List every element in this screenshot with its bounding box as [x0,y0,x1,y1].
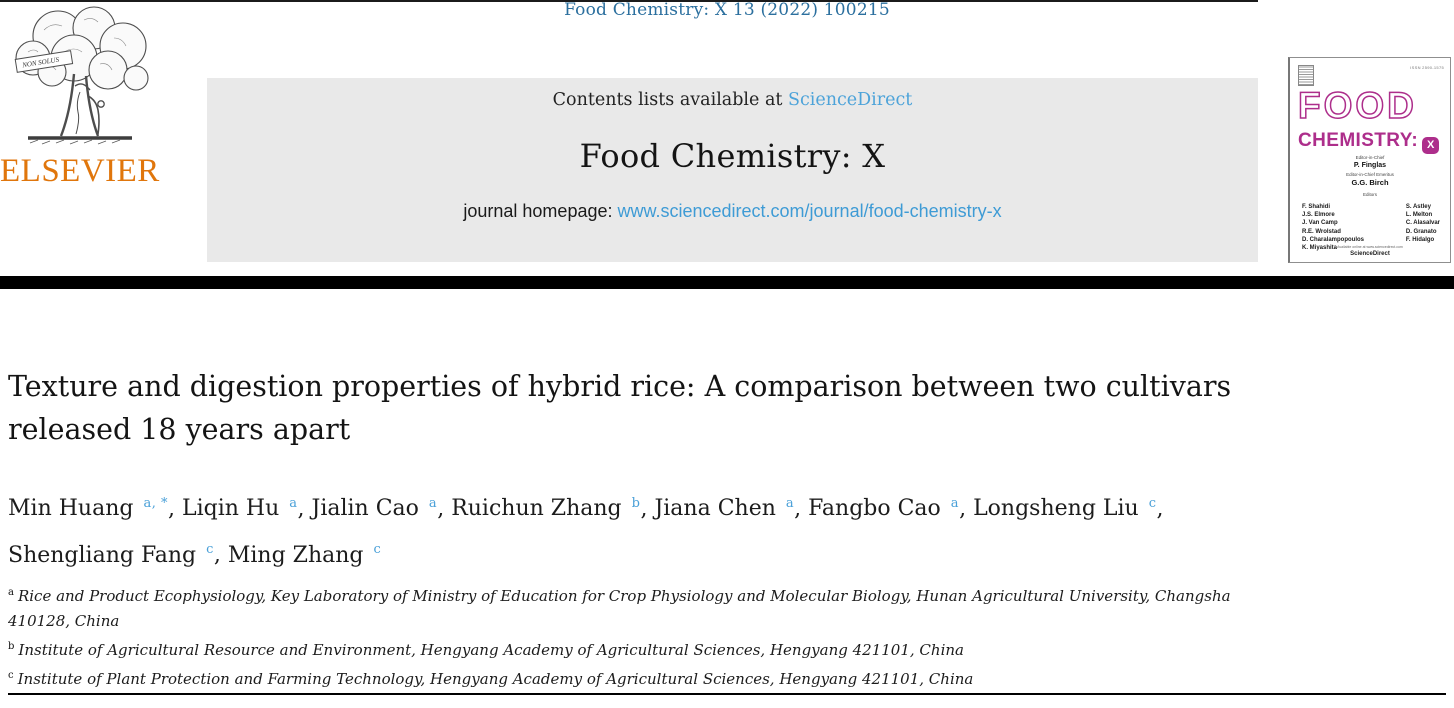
cover-x-badge: X [1422,137,1440,154]
author: Fangbo Cao a [808,496,960,522]
elsevier-logo: NON SOLUS ELSEVIER [0,0,170,188]
article-title: Texture and digestion properties of hybr… [8,370,1232,446]
journal-citation: Food Chemistry: X 13 (2022) 100215 [564,0,890,20]
author-list: Min Huang a, *, Liqin Hu a, Jialin Cao a… [8,496,1164,568]
author-affiliation-sup: a [289,496,298,511]
editor-name: J. Van Camp [1302,220,1338,227]
elsevier-tree-icon: NON SOLUS [14,6,149,145]
author: Min Huang a, * [8,496,168,522]
editor-name: F. Hidalgo [1405,236,1435,243]
eic-label: Editor-in-Chief [1355,155,1385,160]
cover-title-chemistry: CHEMISTRY: X [1298,130,1440,154]
homepage-line: journal homepage: www.sciencedirect.com/… [207,201,1258,222]
journal-cover[interactable]: ISSN 2590-1575 FOOD CHEMISTRY: X Editor-i… [1288,57,1451,263]
cover-footer: Available online at www.sciencedirect.co… [1290,245,1450,258]
author-affiliation-sup: c [206,542,214,558]
bottom-rule [8,693,1446,695]
author: Jiana Chen a [654,496,795,522]
author-affiliation-sup: a [950,496,960,511]
editors-label: Editors [1362,192,1377,197]
author-affiliation-sup: a [785,496,795,511]
author-affiliation-sup: b [631,496,641,511]
header-divider-bar [0,276,1454,289]
editor-name: C. Alasalvar [1405,220,1440,227]
affiliation-list: a Rice and Product Ecophysiology, Key Lab… [8,580,1248,692]
author: Ming Zhang c [227,542,382,568]
cover-food-outline-text: FOOD [1298,89,1417,123]
journal-homepage-link[interactable]: www.sciencedirect.com/journal/food-chemi… [617,201,1002,221]
cover-issn: ISSN 2590-1575 [1410,65,1444,70]
author-affiliation-sup: c [1148,496,1157,511]
editor-name: R.E. Wrolstad [1302,228,1341,235]
author: Liqin Hu a [181,496,298,522]
contents-prefix: Contents lists available at [552,90,788,110]
emeritus-label: Editor-in-Chief Emeritus [1346,172,1394,177]
author: Ruichun Zhang b [451,496,641,522]
author-affiliation-sup: a, * [143,496,168,511]
author: Shengliang Fang c [8,542,214,568]
cover-available-online: Available online at www.sciencedirect.co… [1337,245,1403,249]
elsevier-wordmark: ELSEVIER [0,153,160,189]
emeritus-name: G.G. Birch [1351,178,1389,187]
author: Longsheng Liu c [973,496,1157,522]
author: Jialin Cao a [311,496,438,522]
cover-editor-block: Editor-in-Chief P. Finglas Editor-in-Chi… [1290,155,1450,198]
journal-header-box: Contents lists available at ScienceDirec… [207,78,1258,262]
affiliation: a Rice and Product Ecophysiology, Key Lab… [8,587,1231,630]
editor-name: J.S. Elmore [1302,212,1335,219]
editor-name: S. Astley [1405,204,1431,210]
affiliation-sup: a [8,587,14,598]
editor-name: D. Charalampopoulos [1302,236,1365,243]
affiliation-sup: c [8,670,14,681]
cover-sciencedirect: ScienceDirect [1350,251,1390,257]
editor-name: F. Shahidi [1302,204,1331,210]
cover-editors-columns: F. Shahidi J.S. Elmore J. Van Camp R.E. Wro… [1302,203,1440,252]
affiliation: b Institute of Agricultural Resource and … [8,641,964,659]
editors-left-list: F. Shahidi J.S. Elmore J. Van Camp R.E. Wro… [1302,203,1364,252]
affiliation-sup: b [8,641,15,652]
contents-line: Contents lists available at ScienceDirec… [207,90,1258,110]
affiliation: c Institute of Plant Protection and Farmi… [8,670,974,688]
editors-right-list: S. Astley L. Melton C. Alasalvar D. Granato… [1406,203,1440,252]
author-affiliation-sup: c [373,542,382,558]
header-top-rule [0,0,1258,2]
eic-name: P. Finglas [1353,162,1387,169]
editor-name: D. Granato [1405,228,1437,235]
author-affiliation-sup: a [428,496,438,511]
homepage-prefix: journal homepage: [463,201,618,221]
sciencedirect-link[interactable]: ScienceDirect [787,90,913,110]
editor-name: L. Melton [1405,212,1433,219]
cover-elsevier-mark-icon [1298,65,1314,86]
editor-name: K. Miyashita [1302,245,1338,252]
journal-title: Food Chemistry: X [579,137,886,175]
cover-title-food: FOOD [1297,84,1447,128]
